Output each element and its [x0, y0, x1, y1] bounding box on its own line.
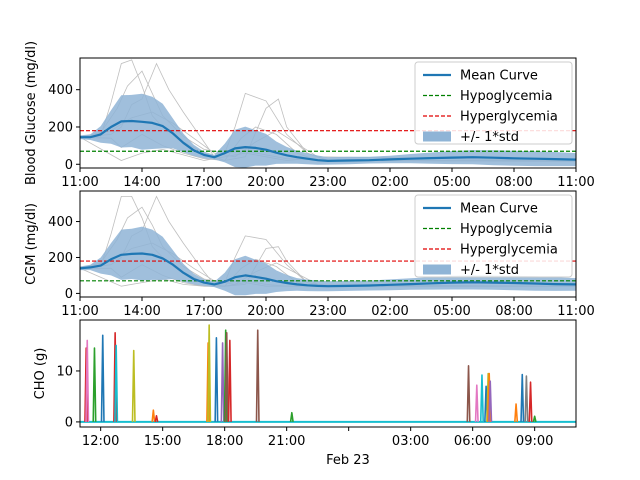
meal-spike-7 [151, 409, 156, 422]
legend-label: Hyperglycemia [460, 110, 558, 125]
legend-label: Hypoglycemia [460, 89, 553, 104]
meal-spike-5 [114, 344, 119, 422]
x-tick-label: 23:00 [309, 175, 346, 190]
y-tick-label: 200 [48, 251, 73, 266]
x-tick-label: 14:00 [123, 304, 160, 319]
legend-label: Mean Curve [460, 202, 538, 217]
meal-spike-18 [466, 365, 471, 422]
x-tick-label: 17:00 [185, 304, 222, 319]
legend-label: +/- 1*std [460, 263, 519, 278]
meal-spike-15 [227, 339, 232, 422]
meal-spike-11 [214, 337, 219, 422]
x-tick-label: 14:00 [123, 175, 160, 190]
legend-box [414, 194, 573, 278]
meal-spike-25 [514, 403, 519, 422]
plot-area [80, 324, 576, 423]
legend-label: Hyperglycemia [460, 243, 558, 258]
legend-handle-std [423, 131, 451, 142]
meal-spike-28 [528, 381, 533, 422]
x-tick-label: 09:00 [516, 434, 553, 449]
x-tick-label: 06:00 [454, 434, 491, 449]
panel-cgm: 0 200 400 11:00 14:00 17:00 20:00 23:00 02:00 05:… [24, 190, 595, 319]
x-tick-label: 08:00 [495, 304, 532, 319]
x-tick-label: 15:00 [144, 434, 181, 449]
plot-area [80, 59, 576, 168]
y-tick-label: 400 [48, 215, 73, 230]
std-band [80, 226, 576, 296]
x-tick-label: 18:00 [206, 434, 243, 449]
meal-spike-19 [474, 384, 479, 422]
plot-area [80, 195, 576, 296]
meal-spike-1 [85, 339, 90, 422]
legend-box [414, 61, 573, 145]
meal-spike-6 [131, 349, 136, 422]
x-tick-label: 02:00 [371, 175, 408, 190]
y-tick-label: 0 [65, 415, 73, 430]
meal-spike-27 [524, 375, 529, 422]
x-tick-label: 17:00 [185, 175, 222, 190]
x-tick-label: 11:00 [557, 304, 594, 319]
y-tick-label: 0 [65, 158, 73, 173]
x-tick-label: 11:00 [61, 304, 98, 319]
legend: Mean Curve Hypoglycemia Hyperglycemia +/- 1… [414, 194, 573, 278]
meal-spike-20 [479, 374, 485, 422]
trace-line-1 [80, 206, 576, 287]
plot-layers: 0 200 400 11:00 14:00 17:00 20:00 23:00 02:00 05:… [24, 41, 595, 468]
meal-spike-12 [220, 342, 225, 422]
legend: Mean Curve Hypoglycemia Hyperglycemia +/- 1… [414, 61, 573, 145]
meal-spike-3 [100, 334, 105, 422]
y-tick-label: 0 [65, 287, 73, 302]
y-tick-label: 200 [48, 120, 73, 135]
meal-spike-8 [154, 414, 159, 423]
y-axis-label: CHO (g) [33, 348, 48, 400]
meal-spike-26 [520, 373, 525, 422]
x-tick-label: 08:00 [495, 175, 532, 190]
x-tick-label: 12:00 [82, 434, 119, 449]
x-tick-label: 20:00 [247, 304, 284, 319]
axes-frame [79, 319, 577, 428]
y-axis-label: CGM (mg/dl) [24, 203, 39, 285]
legend-label: Mean Curve [460, 69, 538, 84]
legend-label: Hypoglycemia [460, 222, 553, 237]
x-tick-label: 11:00 [557, 175, 594, 190]
meal-spike-2 [92, 347, 97, 422]
meal-spike-17 [289, 411, 294, 423]
y-axis-label: Blood Glucose (mg/dl) [24, 41, 39, 185]
x-tick-label: 05:00 [433, 175, 470, 190]
mean-curve [80, 119, 576, 162]
meal-spike-16 [255, 329, 260, 422]
y-tick-label: 400 [48, 83, 73, 98]
x-tick-label: 23:00 [309, 304, 346, 319]
meal-spike-24 [488, 380, 493, 422]
x-tick-label: 03:00 [392, 434, 429, 449]
x-tick-label: 05:00 [433, 304, 470, 319]
x-tick-label: 21:00 [268, 434, 305, 449]
y-tick-label: 10 [56, 364, 73, 379]
meal-spike-10 [207, 324, 212, 422]
x-tick-label: 11:00 [61, 175, 98, 190]
meal-spike-14 [224, 331, 229, 422]
meal-spike-29 [532, 415, 537, 423]
legend-label: +/- 1*std [460, 130, 519, 145]
legend-handle-std [423, 264, 451, 275]
trace-line-1 [80, 70, 576, 162]
panel-cho: 0 10 12:00 15:00 18:00 21:00 03:00 06:00 09:00 CH… [33, 319, 577, 468]
x-tick-label: 20:00 [247, 175, 284, 190]
panel-blood-glucose: 0 200 400 11:00 14:00 17:00 20:00 23:00 02:00 05:… [24, 41, 595, 190]
x-axis-label: Feb 23 [326, 453, 370, 468]
x-tick-label: 02:00 [371, 304, 408, 319]
mean-curve [80, 252, 576, 288]
